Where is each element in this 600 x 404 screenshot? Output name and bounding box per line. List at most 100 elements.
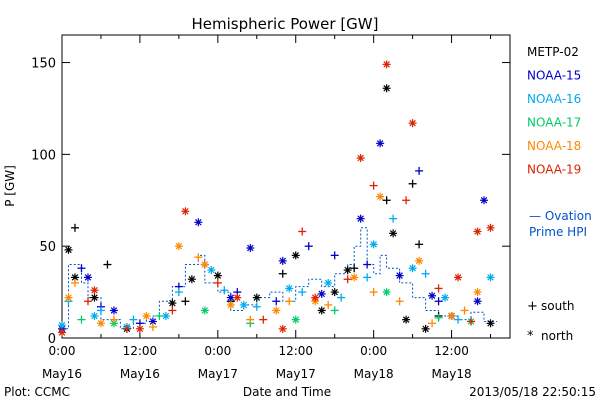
south-marker	[363, 260, 372, 269]
south-marker	[350, 264, 359, 273]
marker-stroke	[370, 241, 377, 248]
south-marker	[246, 315, 255, 324]
south-marker	[434, 297, 443, 306]
x-tick-date-label: May18	[354, 367, 394, 381]
north-marker	[187, 275, 196, 284]
north-marker	[285, 284, 294, 293]
north-marker	[408, 264, 417, 273]
ovation-hpi-line	[62, 227, 497, 330]
y-tick-label: 50	[39, 240, 56, 255]
north-marker	[109, 306, 118, 315]
south-marker	[278, 269, 287, 278]
north-marker	[135, 324, 144, 333]
x-tick-date-label: May16	[42, 367, 82, 381]
north-marker	[90, 311, 99, 320]
south-marker	[103, 260, 112, 269]
marker-stroke	[292, 316, 299, 323]
south-marker	[298, 288, 307, 297]
south-marker	[70, 223, 79, 232]
marker-stroke	[188, 275, 196, 283]
south-marker	[402, 196, 411, 205]
x-tick-time-label: 12:00	[278, 344, 313, 358]
x-tick-date-label: May17	[198, 367, 238, 381]
marker-stroke	[474, 298, 481, 305]
north-marker	[213, 271, 222, 280]
x-tick-time-label: 0:00	[49, 344, 76, 358]
marker-stroke	[480, 197, 488, 204]
marker-stroke	[344, 266, 351, 274]
north-marker	[350, 273, 359, 282]
marker-stroke	[65, 246, 72, 254]
footer-timestamp: 2013/05/18 22:50:15	[469, 385, 596, 399]
x-tick-date-label: May18	[432, 367, 472, 381]
y-tick-label: 0	[48, 332, 56, 347]
north-marker	[395, 271, 404, 280]
marker-stroke	[396, 272, 403, 279]
legend-entry: NOAA-16	[527, 92, 581, 106]
marker-stroke	[409, 264, 416, 272]
south-marker	[428, 319, 437, 328]
north-marker	[291, 315, 300, 324]
north-marker	[233, 293, 242, 302]
north-marker	[226, 293, 235, 302]
north-marker	[473, 227, 482, 236]
marker-stroke	[201, 261, 209, 268]
y-tick-label: 150	[31, 57, 56, 72]
south-marker	[434, 284, 443, 293]
marker-stroke	[182, 208, 189, 215]
marker-stroke	[422, 325, 429, 333]
marker-stroke	[247, 244, 254, 252]
marker-stroke	[169, 299, 176, 307]
x-axis-label: Date and Time	[243, 385, 331, 399]
marker-stroke	[175, 242, 183, 250]
marker-stroke	[487, 274, 494, 281]
marker-stroke	[318, 307, 325, 314]
marker-stroke	[273, 307, 280, 314]
south-marker	[168, 306, 177, 315]
marker-stroke	[253, 294, 261, 301]
marker-stroke	[91, 312, 98, 320]
south-marker	[408, 179, 417, 188]
footer-credit: Plot: CCMC	[4, 385, 70, 399]
marker-legend-symbol: *	[527, 329, 534, 344]
north-marker	[226, 300, 235, 309]
marker-stroke	[428, 292, 436, 300]
marker-stroke	[136, 325, 144, 333]
north-marker	[415, 256, 424, 265]
south-marker	[434, 313, 443, 322]
south-marker	[70, 278, 79, 287]
south-marker	[369, 288, 378, 297]
marker-legend-label: north	[541, 329, 573, 343]
marker-stroke	[487, 320, 494, 327]
marker-stroke	[448, 312, 455, 320]
north-marker	[90, 286, 99, 295]
legend-entry: NOAA-15	[527, 69, 581, 83]
south-marker	[421, 269, 430, 278]
south-marker	[213, 278, 222, 287]
south-marker	[304, 242, 313, 251]
south-marker	[220, 286, 229, 295]
south-marker	[337, 293, 346, 302]
south-marker	[252, 302, 261, 311]
south-marker	[83, 297, 92, 306]
chart-title: Hemispheric Power [GW]	[192, 15, 379, 33]
north-marker	[486, 223, 495, 232]
south-marker	[129, 315, 138, 324]
north-marker	[428, 291, 437, 300]
marker-stroke	[208, 266, 215, 274]
north-marker	[181, 207, 190, 216]
legend: METP-02 NOAA-15 NOAA-16 NOAA-17 NOAA-18 NOAA-…	[527, 45, 581, 177]
marker-stroke	[214, 272, 222, 279]
south-marker	[324, 300, 333, 309]
north-marker	[311, 293, 320, 302]
marker-stroke	[474, 228, 481, 235]
south-marker	[467, 317, 476, 326]
legend-entry: METP-02	[527, 45, 579, 59]
north-marker	[58, 328, 66, 337]
x-tick-time-label: 12:00	[123, 344, 158, 358]
north-marker	[473, 288, 482, 297]
north-marker	[64, 293, 73, 302]
north-marker	[174, 242, 183, 251]
marker-stroke	[350, 274, 358, 281]
